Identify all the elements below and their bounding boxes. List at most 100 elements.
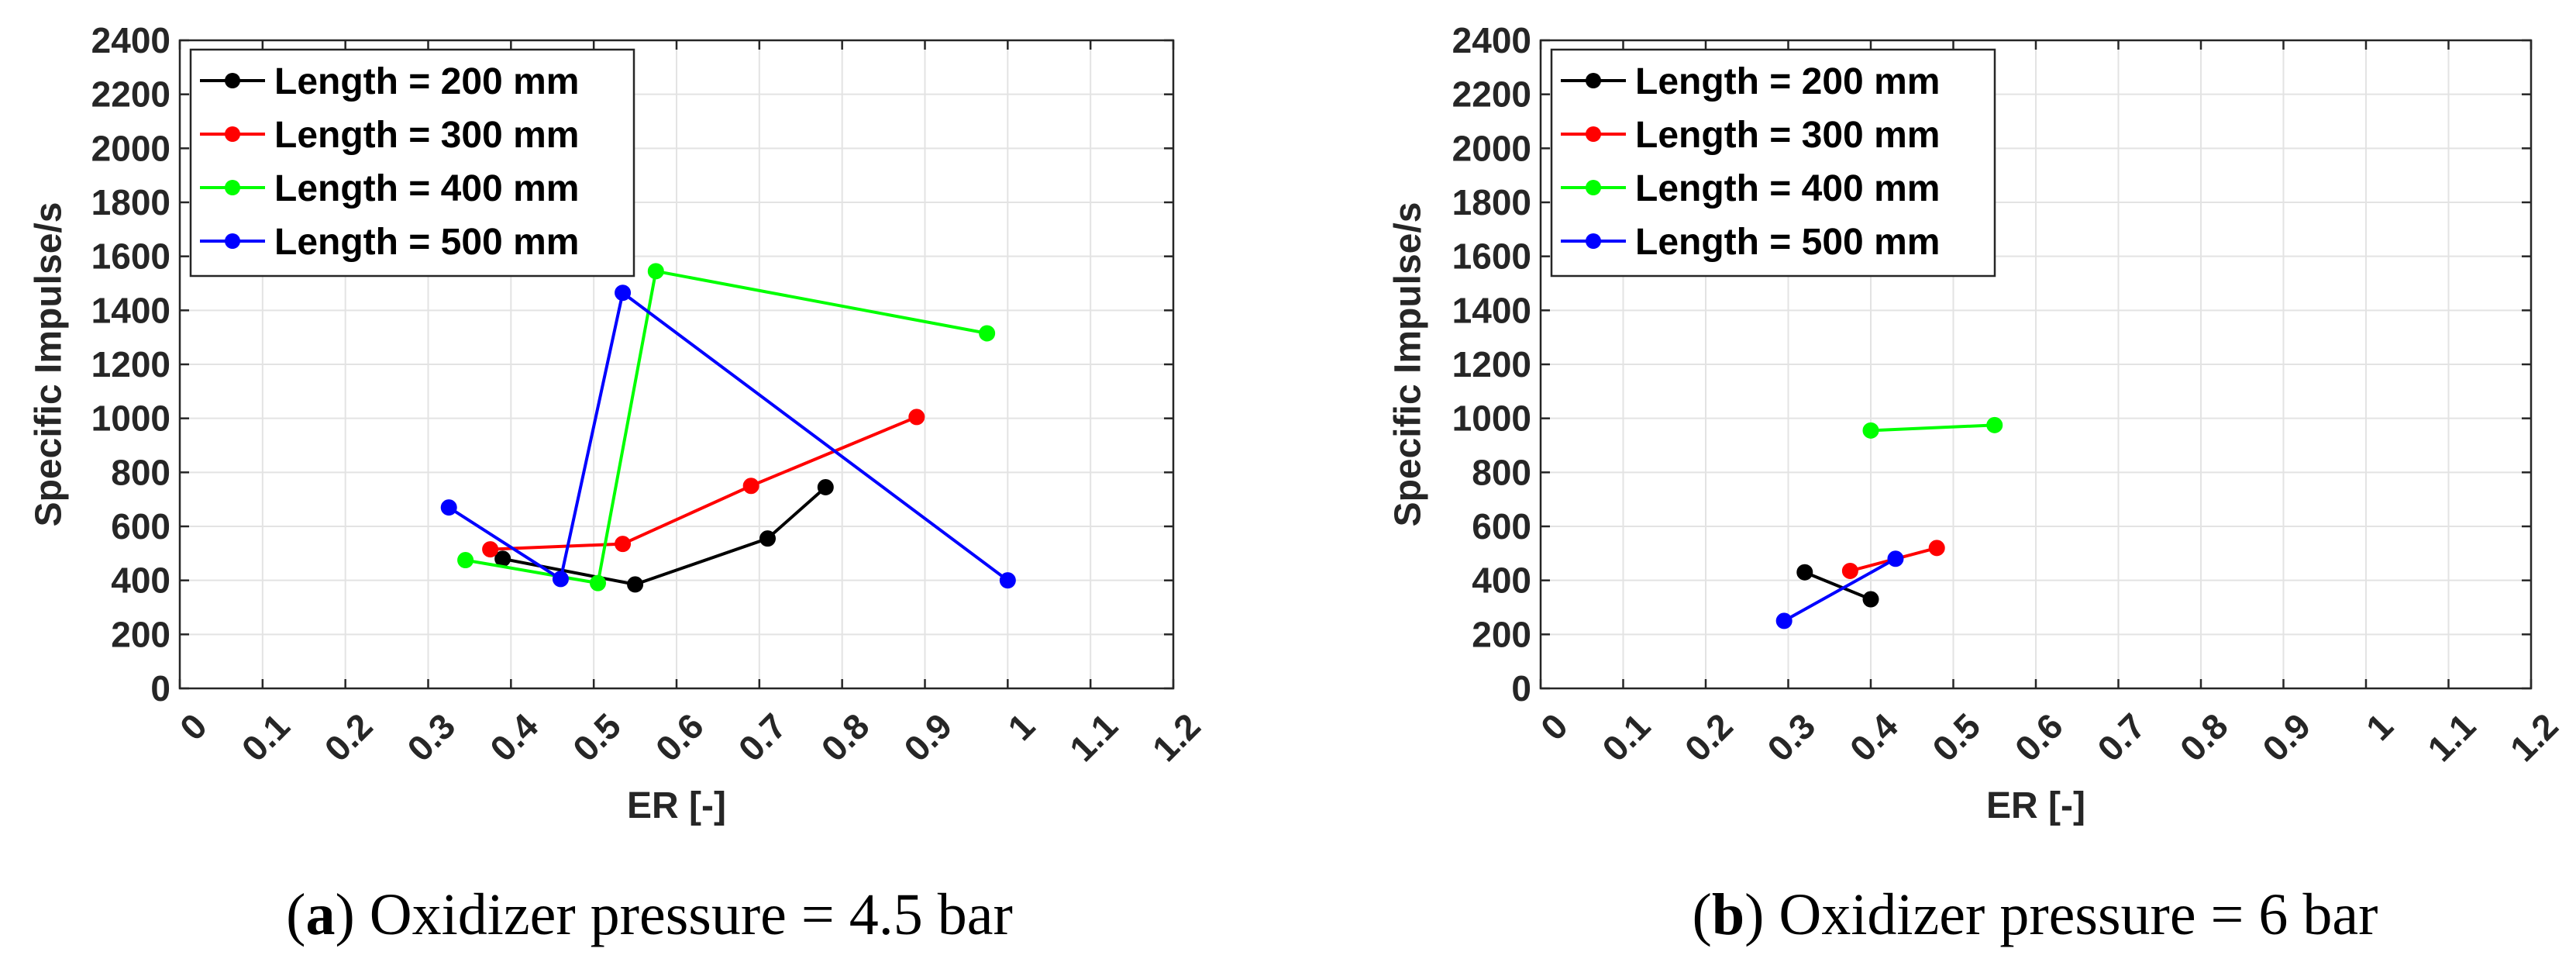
chart-b-x-tick-label: 1 [2358, 705, 2401, 748]
chart-a-y-tick-label: 1800 [91, 182, 170, 222]
chart-a-x-tick-label: 0.4 [482, 705, 546, 769]
chart-a-legend-label: Length = 500 mm [274, 222, 579, 263]
chart-a-legend-swatch-marker [225, 180, 240, 195]
chart-b-y-axis-label: Specific Impulse/s [1388, 202, 1429, 527]
chart-a-caption-open: ( [286, 882, 305, 947]
chart-a-data-point-4 [999, 572, 1016, 589]
chart-a-y-tick-label: 400 [111, 560, 170, 601]
chart-b-data-point-4 [1887, 550, 1904, 567]
chart-a-x-tick-label: 1.2 [1145, 705, 1208, 769]
chart-a-series-line-3 [465, 269, 987, 585]
chart-b-legend-swatch-marker [1586, 180, 1601, 195]
chart-b-x-tick-label: 1.1 [2419, 705, 2483, 769]
chart-a-x-tick-label: 0.7 [731, 705, 794, 769]
chart-b-legend-label: Length = 400 mm [1635, 168, 1940, 209]
chart-b-x-tick-label: 1.2 [2502, 705, 2566, 769]
chart-b-legend-label: Length = 300 mm [1635, 115, 1940, 156]
chart-a-data-point-3 [979, 325, 996, 342]
chart-a-caption: (a) Oxidizer pressure = 4.5 bar [286, 882, 1013, 947]
chart-b-caption-open: ( [1693, 882, 1712, 947]
chart-a-caption-text: ) Oxidizer pressure = 4.5 bar [335, 882, 1012, 947]
chart-b-y-tick-label: 2200 [1452, 74, 1531, 115]
chart-a-data-point-1 [817, 478, 834, 495]
chart-a-data-point-4 [615, 285, 632, 302]
chart-a-x-tick-label: 0.2 [317, 705, 381, 769]
chart-b-y-tick-label: 1400 [1452, 290, 1531, 330]
chart-b-caption: (b) Oxidizer pressure = 6 bar [1693, 882, 2378, 947]
chart-b-y-tick-label: 200 [1472, 614, 1531, 654]
chart-b-legend-label: Length = 500 mm [1635, 222, 1940, 263]
chart-a-x-tick-label: 1.1 [1062, 705, 1125, 769]
chart-a-y-tick-label: 2400 [91, 20, 170, 60]
chart-a-x-tick-label: 0.1 [234, 705, 298, 769]
chart-b-y-tick-label: 1000 [1452, 398, 1531, 439]
chart-a-x-tick-label: 0 [172, 705, 215, 748]
chart-a-y-tick-label: 1200 [91, 344, 170, 385]
chart-a-data-point-2 [482, 541, 499, 558]
chart-b-y-tick-label: 2000 [1452, 128, 1531, 168]
chart-a-y-tick-label: 1600 [91, 236, 170, 277]
chart-a-data-point-2 [615, 536, 632, 553]
chart-b-y-tick-label: 800 [1472, 452, 1531, 492]
chart-b-y-tick-label: 0 [1511, 668, 1531, 709]
chart-a-series-line-1 [502, 485, 827, 586]
chart-b-data-point-3 [1862, 422, 1879, 439]
chart-b: 0 0.1 0.2 0.3 0.4 0.5 0.6 0.7 0.8 0.9 1 1.1 1.2 0 200 4… [1388, 20, 2566, 947]
chart-b-caption-text: ) Oxidizer pressure = 6 bar [1744, 882, 2378, 947]
chart-b-x-tick-label: 0.3 [1759, 705, 1823, 769]
chart-b-y-tick-label: 400 [1472, 560, 1531, 601]
chart-b-x-tick-label: 0.6 [2007, 705, 2071, 769]
chart-a-x-tick-label: 0.9 [896, 705, 959, 769]
chart-b-series-line-3 [1870, 423, 1995, 433]
chart-a-y-tick-label: 600 [111, 506, 170, 547]
chart-a-y-tick-label: 200 [111, 614, 170, 654]
chart-b-x-tick-label: 0.1 [1594, 705, 1658, 769]
chart-b-y-tick-label: 1800 [1452, 182, 1531, 222]
chart-a-y-axis-label: Specific Impulse/s [29, 202, 70, 527]
chart-a-caption-letter: a [305, 882, 335, 947]
chart-b-legend-swatch-marker [1586, 233, 1601, 249]
chart-a-data-point-1 [759, 530, 777, 547]
chart-b-x-tick-label: 0.7 [2089, 705, 2153, 769]
chart-b-legend [1550, 48, 1996, 278]
chart-a-x-tick-label: 0.6 [648, 705, 711, 769]
chart-a-x-tick-label: 0.5 [565, 705, 629, 769]
chart-a-x-tick-label: 1 [1000, 705, 1042, 748]
chart-a-y-tick-label: 0 [150, 668, 170, 709]
chart-b-x-tick-label: 0.8 [2172, 705, 2236, 769]
chart-a-data-point-3 [457, 552, 474, 569]
chart-b-x-tick-label: 0.4 [1842, 705, 1906, 769]
chart-a: 0 0.1 0.2 0.3 0.4 0.5 0.6 0.7 0.8 0.9 1 1.1 1.2 0 200 4… [29, 20, 1208, 947]
chart-a-legend-label: Length = 200 mm [274, 61, 579, 102]
chart-a-legend-swatch-marker [225, 73, 240, 88]
chart-a-data-point-3 [647, 263, 664, 280]
chart-a-data-point-4 [440, 499, 457, 516]
chart-a-y-tick-label: 1400 [91, 290, 170, 330]
chart-b-y-tick-label: 2400 [1452, 20, 1531, 60]
chart-b-data-point-1 [1796, 564, 1813, 581]
chart-a-legend [189, 48, 635, 278]
chart-a-y-tick-label: 800 [111, 452, 170, 492]
chart-a-y-tick-label: 2000 [91, 128, 170, 168]
chart-a-legend-label: Length = 300 mm [274, 115, 579, 156]
chart-b-data-point-2 [1928, 540, 1945, 557]
chart-a-y-tick-label: 2200 [91, 74, 170, 115]
chart-b-x-tick-label: 0.5 [1924, 705, 1988, 769]
chart-b-data-point-1 [1862, 591, 1879, 608]
chart-a-legend-label: Length = 400 mm [274, 168, 579, 209]
chart-a-series-line-4 [448, 291, 1009, 582]
chart-b-x-axis-label: ER [-] [1986, 785, 2085, 826]
chart-a-y-tick-label: 1000 [91, 398, 170, 439]
chart-b-series-line-1 [1804, 571, 1872, 601]
chart-b-legend-swatch-marker [1586, 73, 1601, 88]
chart-a-legend-swatch-marker [225, 126, 240, 142]
chart-b-legend-label: Length = 200 mm [1635, 61, 1940, 102]
chart-b-y-tick-label: 1600 [1452, 236, 1531, 277]
chart-a-legend-swatch-marker [225, 233, 240, 249]
chart-b-legend-swatch-marker [1586, 126, 1601, 142]
chart-a-x-tick-label: 0.3 [399, 705, 463, 769]
chart-b-x-tick-label: 0 [1533, 705, 1576, 748]
chart-b-data-point-2 [1841, 562, 1858, 579]
chart-a-x-tick-label: 0.8 [814, 705, 877, 769]
